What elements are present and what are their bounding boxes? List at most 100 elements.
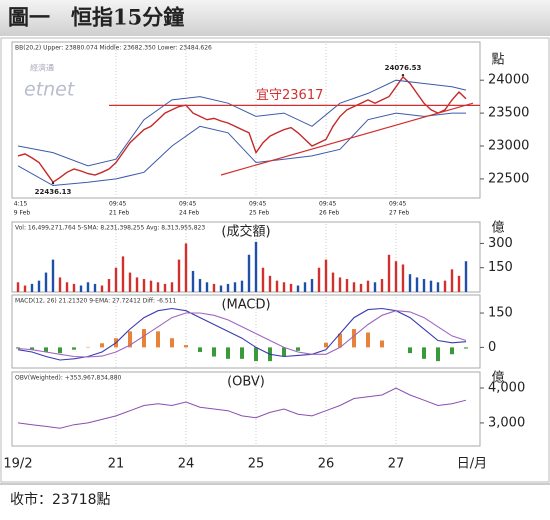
macd-line: [17, 310, 467, 358]
volume-bar: [429, 280, 433, 292]
y-tick-label: 4,000: [488, 380, 525, 395]
volume-bar: [345, 279, 349, 292]
volume-bar: [296, 285, 300, 292]
y-tick-label: 23500: [488, 106, 529, 121]
volume-bar: [415, 277, 419, 292]
title-bar: [0, 0, 550, 36]
annotation: 22436.13: [35, 188, 72, 196]
volume-bar: [443, 280, 447, 292]
macd-bar: [156, 331, 160, 348]
panel-info: MACD(12, 26) 21.21320 9-EMA: 27.72412 Di…: [15, 298, 176, 305]
y-tick-label: 23000: [488, 139, 529, 154]
volume-bar: [219, 285, 223, 292]
x-tick-label: 27: [388, 457, 405, 472]
volume-bar: [380, 279, 384, 292]
date-label: 24 Feb: [179, 210, 199, 217]
volume-bar: [401, 264, 405, 292]
volume-bar: [65, 282, 69, 292]
volume-bar: [142, 279, 146, 292]
volume-bar: [212, 283, 216, 292]
volume-bar: [457, 275, 461, 292]
volume-bar: [135, 277, 139, 292]
volume-bar: [177, 259, 181, 292]
volume-bar: [387, 254, 391, 292]
panel-label: (MACD): [221, 298, 270, 313]
y-unit: 億: [491, 220, 504, 236]
support-label: 宜守23617: [256, 88, 323, 103]
watermark: 經濟通: [30, 63, 54, 73]
macd-bar: [282, 347, 286, 357]
volume-bar: [149, 280, 153, 292]
macd-bar: [58, 347, 62, 354]
volume-bar: [352, 282, 356, 292]
y-unit: 點: [491, 53, 504, 68]
macd-bar: [184, 345, 188, 348]
x-tick-label: 19/2: [3, 457, 32, 472]
trendline: [220, 102, 474, 176]
volume-bar: [51, 259, 55, 292]
volume-bar: [121, 256, 125, 292]
macd-bar: [436, 347, 440, 362]
panel: [11, 371, 481, 447]
y-tick-label: 24000: [488, 73, 529, 88]
volume-bar: [226, 283, 230, 292]
volume-bar: [93, 283, 97, 292]
volume-bar: [86, 282, 90, 292]
macd-bar: [296, 347, 300, 351]
title: 圖一 恒指15分鐘: [8, 5, 184, 30]
macd-bar: [366, 332, 370, 348]
macd-bar: [240, 347, 244, 359]
macd-bar: [142, 329, 146, 348]
volume-bar: [170, 282, 174, 292]
x-tick-label: 24: [178, 457, 195, 472]
macd-bar: [380, 340, 384, 348]
volume-bar: [261, 267, 265, 292]
panel: [11, 221, 481, 293]
volume-bar: [338, 277, 342, 292]
x-tick-label: 21: [108, 457, 125, 472]
panel-label: (成交額): [221, 224, 270, 240]
line: [17, 387, 467, 429]
macd-bar: [16, 347, 20, 349]
date-label: 21 Feb: [109, 210, 129, 217]
y-tick-label: 300: [488, 236, 513, 251]
y-unit: 億: [491, 370, 504, 386]
volume-bar: [128, 272, 132, 292]
date-label: 25 Feb: [249, 210, 269, 217]
volume-bar: [198, 279, 202, 292]
line: [17, 112, 466, 187]
volume-bar: [268, 275, 272, 292]
panel-info: OBV(Weighted): +353,967,834,880: [15, 375, 122, 382]
volume-bar: [331, 272, 335, 292]
volume-bar: [254, 241, 258, 292]
volume-bar: [408, 274, 412, 292]
volume-bar: [282, 282, 286, 292]
panel: [11, 41, 481, 199]
volume-bar: [422, 279, 426, 292]
volume-bar: [30, 283, 34, 292]
panel-info: BB(20,2) Upper: 23880.074 Middle: 23682.…: [15, 45, 212, 52]
volume-bar: [394, 261, 398, 292]
annotation: 24076.53: [385, 64, 422, 72]
macd-bar: [422, 347, 426, 359]
x-tick-label: 25: [248, 457, 265, 472]
date-time: 09:45: [179, 201, 196, 208]
line: [17, 75, 467, 184]
volume-bar: [436, 282, 440, 292]
macd-bar: [226, 347, 230, 359]
macd-bar: [198, 347, 202, 352]
macd-bar: [254, 347, 258, 362]
annotation-point: [51, 181, 55, 185]
volume-bar: [16, 282, 20, 292]
panel: [11, 294, 481, 369]
volume-bar: [156, 282, 160, 292]
line: [17, 79, 467, 167]
volume-bar: [366, 280, 370, 292]
y-tick-label: 150: [488, 260, 513, 275]
volume-bar: [205, 282, 209, 292]
date-time: 09:45: [249, 201, 266, 208]
volume-bar: [107, 279, 111, 292]
x-tick-label: 26: [318, 457, 335, 472]
date-time: 09:45: [109, 201, 126, 208]
